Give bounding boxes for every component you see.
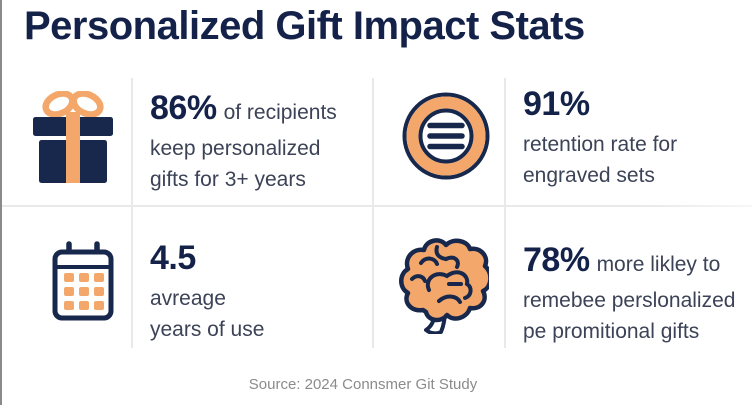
divider-vertical-left [131,78,133,348]
divider-vertical-center [372,78,374,348]
stat-gift-line1: 86% of recipients [150,88,375,133]
stat-gift-number: 86% [150,89,217,127]
stat-calendar-line2: avreage [150,287,226,310]
stat-calendar-text: 4.5 avreage years of use [150,238,365,345]
stat-engraved-line3: engraved sets [523,164,655,187]
stat-brain-line1: 78% more likley to [523,240,752,285]
calendar-icon [52,240,114,327]
stat-calendar-line3: years of use [150,318,265,341]
page-title: Personalized Gift Impact Stats [24,4,585,48]
stat-brain-line1-rest: more likley to [596,253,721,276]
divider-horizontal [2,205,752,207]
stat-calendar-number: 4.5 [150,239,196,277]
stat-gift-line1-rest: of recipients [223,101,337,124]
engraved-circle-icon [402,92,490,185]
stat-brain-line3: pe promitional gifts [523,320,700,343]
stat-gift-line3: gifts for 3+ years [150,168,306,191]
stat-calendar-line1: 4.5 [150,238,365,283]
stat-brain-text: 78% more likley to remebee perslonalized … [523,240,752,347]
source-note: Source: 2024 Connsmer Git Study [248,376,478,393]
divider-vertical-right [504,78,506,348]
stat-gift-line2: keep personalized [150,137,321,160]
stat-engraved-line1: 91% [523,84,748,129]
brain-icon [399,238,493,339]
stat-gift-text: 86% of recipients keep personalized gifts… [150,88,375,195]
gift-icon [32,90,114,188]
stat-brain-line2: remebee perslonalized [523,289,736,312]
stat-brain-number: 78% [523,241,590,279]
stat-engraved-text: 91% retention rate for engraved sets [523,84,748,191]
stat-engraved-number: 91% [523,85,590,123]
stat-engraved-line2: retention rate for [523,133,678,156]
